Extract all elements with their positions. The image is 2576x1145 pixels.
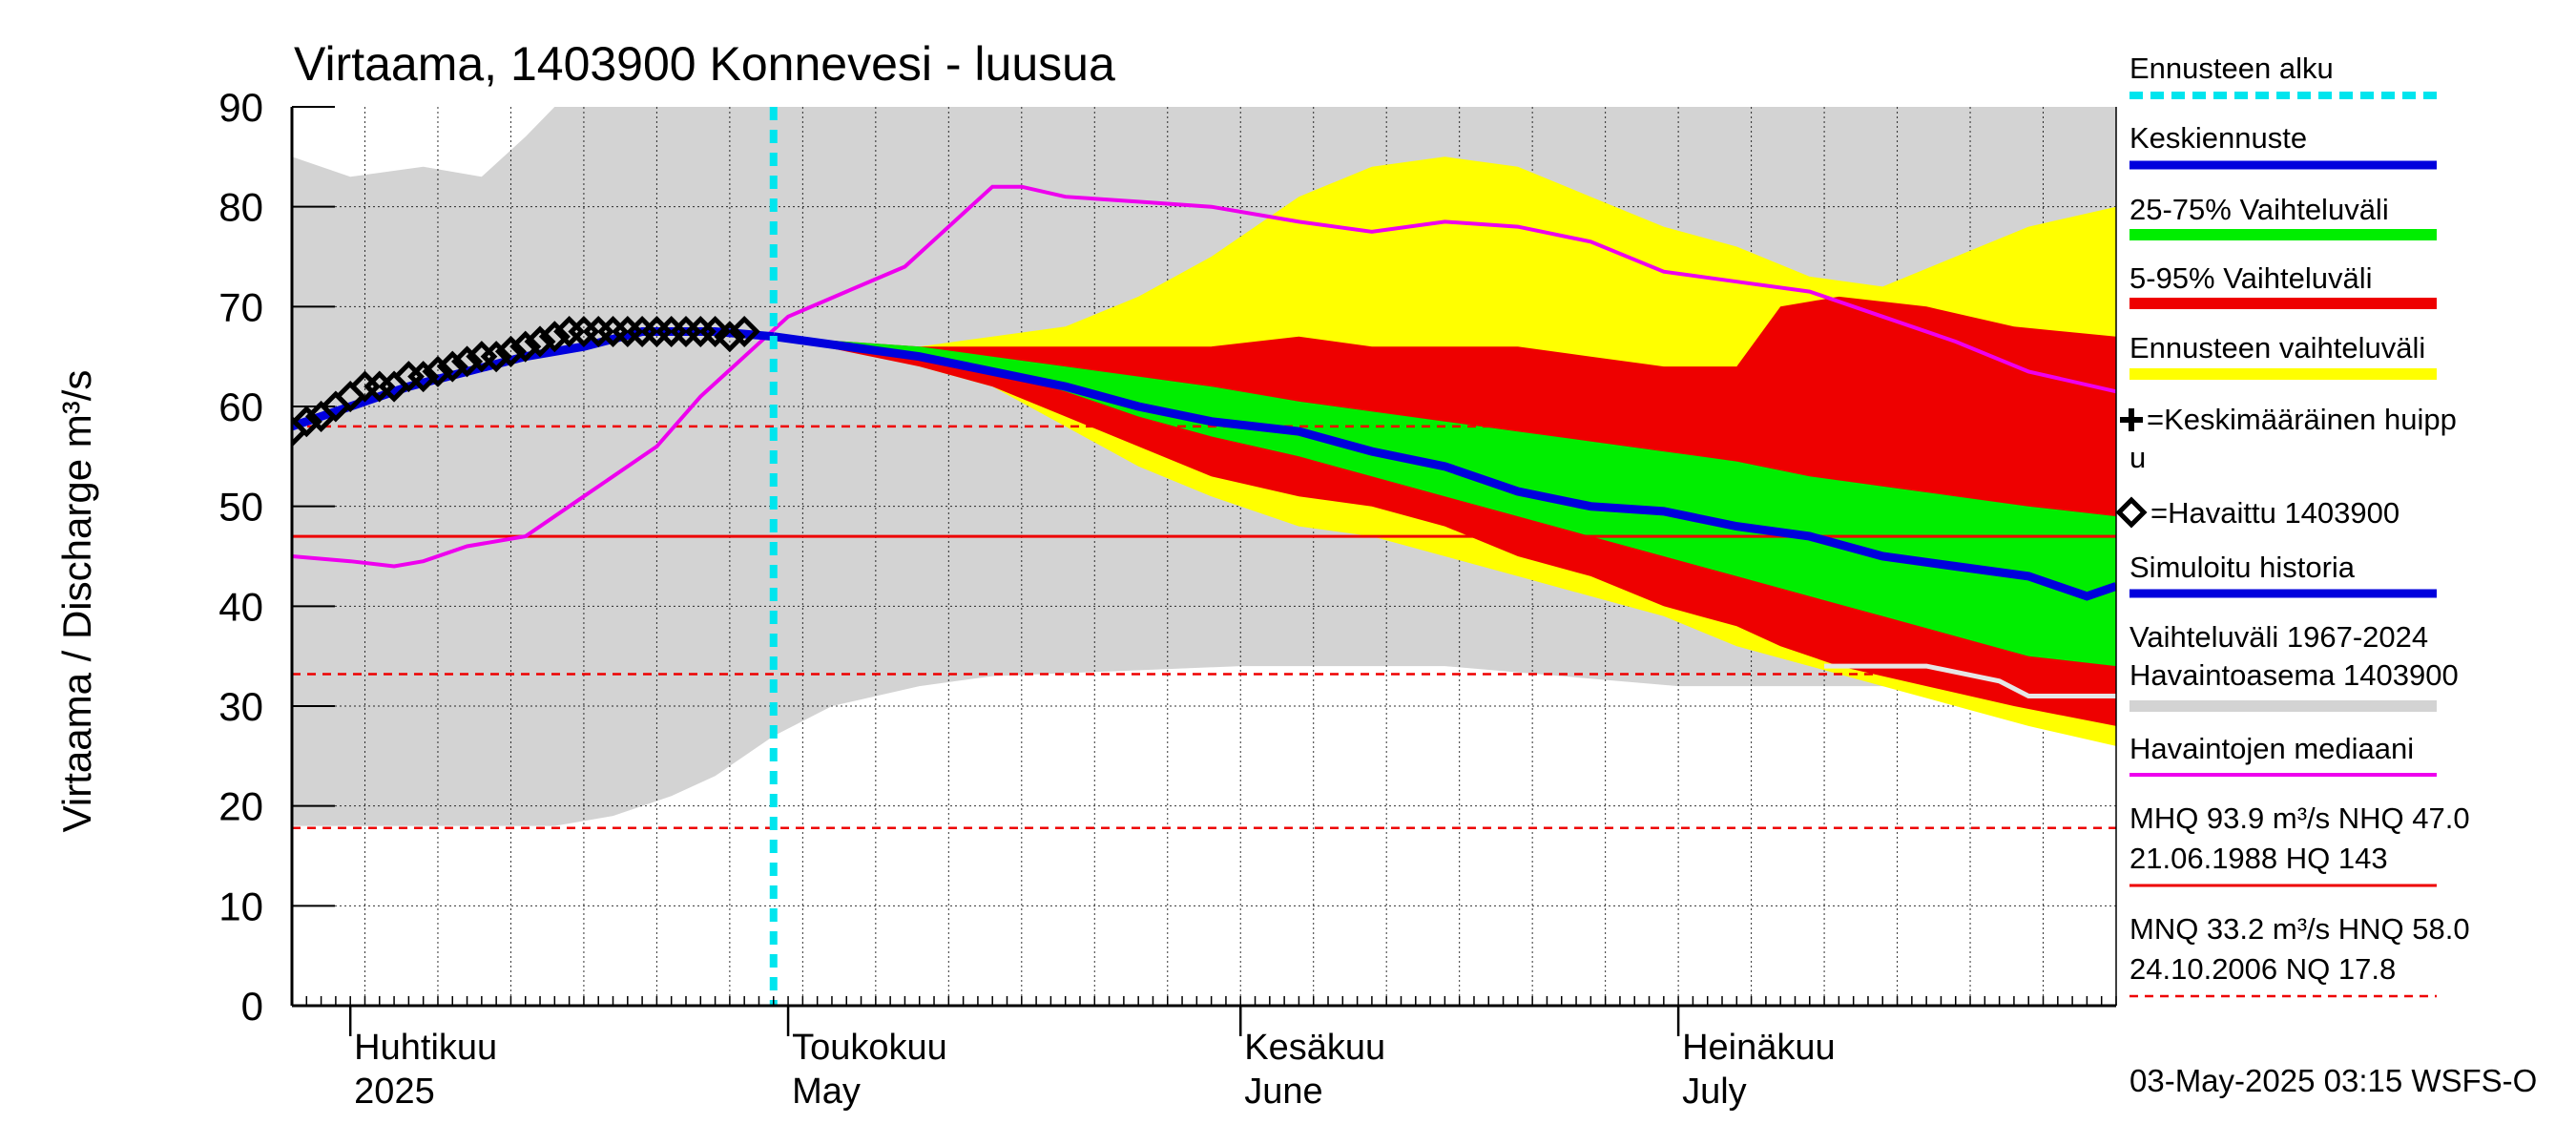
- legend-stats2-label: MNQ 33.2 m³/s HNQ 58.0: [2129, 912, 2470, 946]
- x-month-sublabel: May: [792, 1072, 861, 1112]
- observed-point: [538, 321, 571, 353]
- legend-mean-forecast-label: Keskiennuste: [2129, 121, 2307, 155]
- mean-forecast-line: [773, 332, 2116, 601]
- y-axis-label: Virtaama / Discharge m³/s: [54, 370, 99, 833]
- observed-point: [714, 321, 746, 353]
- axes-layer: [290, 106, 2117, 1036]
- y-tick-label: 40: [218, 584, 263, 629]
- observed-point: [407, 361, 440, 393]
- low-tail-line: [1824, 663, 2116, 698]
- observed-point: [480, 341, 512, 373]
- legend-p25-75-label: 25-75% Vaihteluväli: [2129, 193, 2389, 226]
- x-month-label: Kesäkuu: [1244, 1028, 1385, 1068]
- observed-point: [524, 325, 556, 358]
- y-tick-label: 70: [218, 284, 263, 329]
- y-tick-label: 80: [218, 185, 263, 230]
- y-tick-label: 0: [241, 984, 263, 1029]
- legend-hist-range-label: Vaihteluväli 1967-2024: [2129, 620, 2428, 654]
- legend-mean-peak-label: =Keskimääräinen huipp: [2147, 403, 2457, 436]
- x-month-sublabel: 2025: [354, 1072, 435, 1112]
- x-month-label: Toukokuu: [792, 1028, 947, 1068]
- observed-markers-layer: [292, 315, 760, 448]
- y-tick-label: 90: [218, 85, 263, 130]
- median-line: [292, 184, 2116, 569]
- observed-point: [292, 406, 322, 438]
- observed-point: [494, 335, 527, 367]
- y-tick-label: 10: [218, 884, 263, 928]
- x-month-label: Huhtikuu: [354, 1028, 497, 1068]
- legend-forecast-range-label: Ennusteen vaihteluväli: [2129, 331, 2425, 364]
- legend-observed-label: =Havaittu 1403900: [2150, 496, 2399, 530]
- observed-point: [436, 350, 468, 383]
- observed-point: [422, 355, 454, 387]
- y-tick-label: 30: [218, 684, 263, 729]
- legend-mean-peak-label-cont: u: [2129, 441, 2146, 474]
- p25-75-area: [773, 336, 2116, 667]
- x-month-label: Heinäkuu: [1682, 1028, 1836, 1068]
- observed-point: [451, 345, 484, 378]
- chart-title: Virtaama, 1403900 Konnevesi - luusua: [294, 37, 1115, 91]
- legend-forecast-start-label: Ennusteen alku: [2129, 52, 2334, 85]
- observed-point: [728, 315, 760, 348]
- legend-median-label: Havaintojen mediaani: [2129, 732, 2414, 765]
- y-tick-label: 50: [218, 485, 263, 530]
- y-tick-label: 60: [218, 385, 263, 429]
- p25-75-layer: [773, 336, 2116, 667]
- observed-point: [509, 330, 542, 363]
- plot-area: [292, 107, 2116, 1006]
- legend: Ennusteen alku Keskiennuste 25-75% Vaihtel…: [2115, 52, 2470, 998]
- legend-p5-95-label: 5-95% Vaihteluväli: [2129, 261, 2372, 295]
- legend-stats1-label-cont: 21.06.1988 HQ 143: [2129, 842, 2388, 875]
- legend-observed-marker: [2115, 496, 2148, 529]
- footer-timestamp: 03-May-2025 03:15 WSFS-O: [2129, 1063, 2537, 1098]
- x-month-sublabel: June: [1244, 1072, 1322, 1112]
- legend-stats1-label: MHQ 93.9 m³/s NHQ 47.0: [2129, 802, 2470, 835]
- legend-stats2-label-cont: 24.10.2006 NQ 17.8: [2129, 952, 2396, 986]
- legend-simulated-label: Simuloitu historia: [2129, 551, 2356, 584]
- legend-hist-range-label-cont: Havaintoasema 1403900: [2129, 658, 2459, 692]
- y-tick-label: 20: [218, 784, 263, 829]
- x-month-sublabel: July: [1682, 1072, 1747, 1112]
